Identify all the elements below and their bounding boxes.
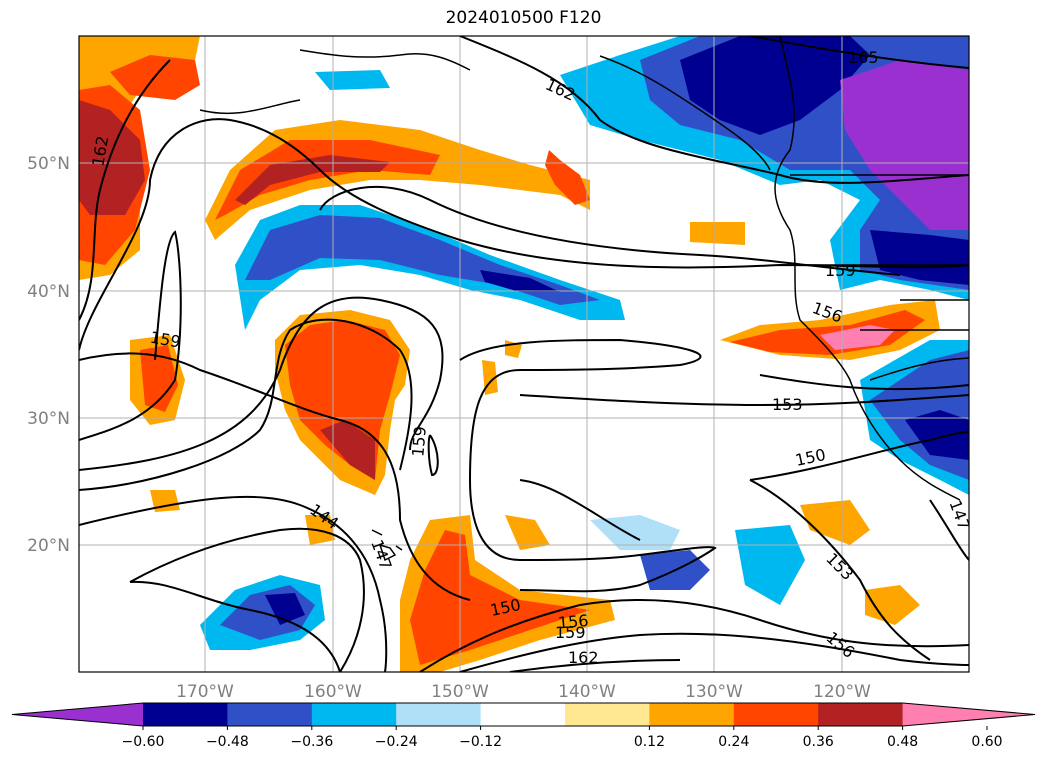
lon-label: 130°W <box>685 682 743 702</box>
colorbar-tick-label: 0.24 <box>718 734 749 750</box>
coastlines <box>199 36 969 501</box>
contour-label: 159 <box>825 261 856 280</box>
colorbar-tick-label: −0.60 <box>122 734 165 750</box>
lat-label: 30°N <box>27 409 70 429</box>
colorbar-tick-label: −0.24 <box>375 734 418 750</box>
colorbar-cell <box>143 703 228 726</box>
colorbar: −0.60 −0.48 −0.36 −0.24 −0.12 0.12 0.24 0.36 0.4… <box>11 702 1036 750</box>
colorbar-cells <box>11 702 1036 727</box>
contour-label: 153 <box>772 395 803 414</box>
colorbar-extend-min <box>12 703 143 726</box>
colorbar-tick-label: −0.12 <box>459 734 502 750</box>
lat-label: 20°N <box>27 536 70 556</box>
colorbar-cell <box>818 703 904 726</box>
positive-anomaly-fill <box>79 36 940 672</box>
map-title: 2024010500 F120 <box>445 8 602 28</box>
colorbar-extend-max <box>902 703 1035 726</box>
lon-label: 160°W <box>304 682 362 702</box>
colorbar-tick-label: −0.36 <box>290 734 333 750</box>
lat-lon-labels: 170°W 160°W 150°W 140°W 130°W 120°W 50°N… <box>27 154 871 702</box>
contour-label: 159 <box>555 623 586 642</box>
lat-label: 40°N <box>27 282 70 302</box>
islands <box>371 529 403 562</box>
colorbar-tick-label: 0.60 <box>971 734 1002 750</box>
colorbar-tick-label: 0.12 <box>634 734 665 750</box>
lat-label: 50°N <box>27 154 70 174</box>
colorbar-cell <box>227 703 313 726</box>
contour-label: 162 <box>568 648 599 667</box>
colorbar-tick-label: −0.48 <box>206 734 249 750</box>
colorbar-tick-label: 0.36 <box>803 734 834 750</box>
lon-label: 150°W <box>431 682 489 702</box>
lon-label: 120°W <box>813 682 871 702</box>
height-contours <box>79 36 969 672</box>
colorbar-cell <box>396 703 482 726</box>
plot-frame <box>78 35 970 673</box>
colorbar-tick-label: 0.48 <box>887 734 918 750</box>
graticule <box>79 36 969 672</box>
colorbar-cell <box>565 703 650 726</box>
contour-label: 159 <box>408 425 430 457</box>
colorbar-cell <box>480 703 566 726</box>
contour-label: 165 <box>848 48 879 67</box>
lon-label: 140°W <box>558 682 616 702</box>
colorbar-cell <box>311 703 397 726</box>
lon-label: 170°W <box>176 682 234 702</box>
contour-label: 156 <box>557 611 589 633</box>
colorbar-ticks: −0.60 −0.48 −0.36 −0.24 −0.12 0.12 0.24 0.36 0.4… <box>122 726 1003 750</box>
colorbar-cell <box>733 703 819 726</box>
colorbar-cell <box>649 703 735 726</box>
